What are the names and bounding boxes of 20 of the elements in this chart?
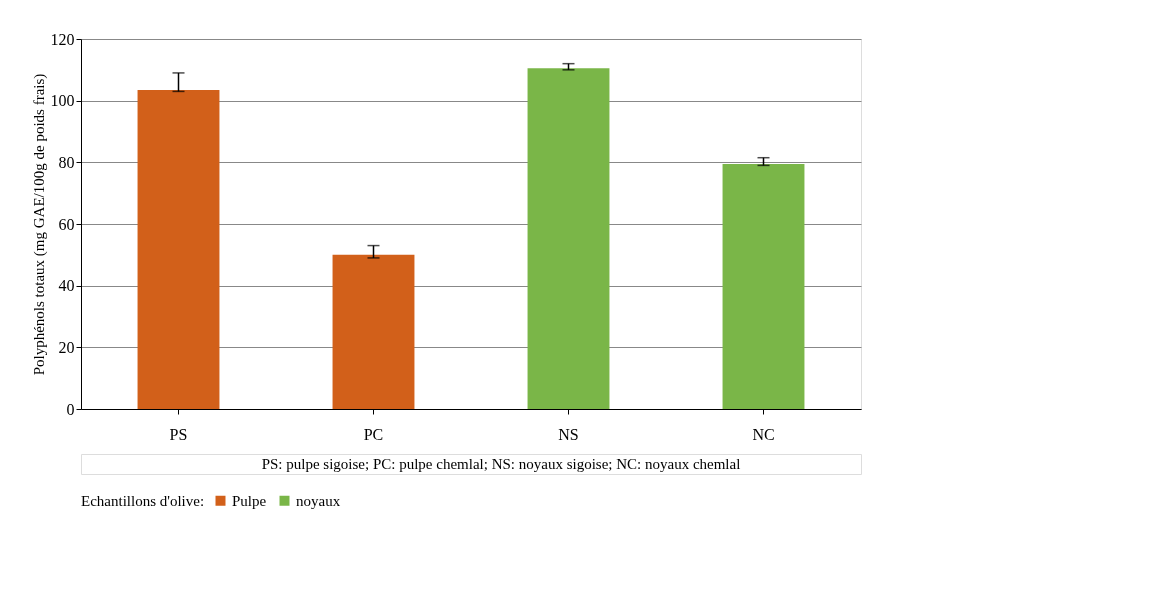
y-tick-label: 60 xyxy=(58,215,75,233)
y-tick-label: 40 xyxy=(58,277,75,295)
bar xyxy=(137,89,220,409)
bar xyxy=(527,68,610,409)
x-tick-label: PC xyxy=(363,425,384,443)
y-tick-label: 80 xyxy=(58,153,75,171)
y-tick-label: 100 xyxy=(50,92,75,110)
bar xyxy=(722,163,805,409)
x-tick-label: PS xyxy=(169,425,188,443)
legend-label: noyaux xyxy=(296,492,341,509)
text: PS: pulpe sigoise; PC: pulpe chemlal; NS: noyaux sigoise; NC: noyaux chemlal xyxy=(261,456,741,472)
x-tick-label: NC xyxy=(752,425,775,443)
y-tick-label: 120 xyxy=(50,30,75,48)
bar xyxy=(332,254,415,409)
y-tick-label: 20 xyxy=(58,338,75,356)
legend-title: Echantillons d'olive: xyxy=(81,493,205,509)
legend-label: Pulpe xyxy=(232,492,267,509)
x-tick-label: NS xyxy=(558,425,579,443)
y-axis-title: Polyphénols totaux (mg GAE/100g de poids frais) xyxy=(30,73,48,376)
y-tick-label: 0 xyxy=(66,400,75,418)
